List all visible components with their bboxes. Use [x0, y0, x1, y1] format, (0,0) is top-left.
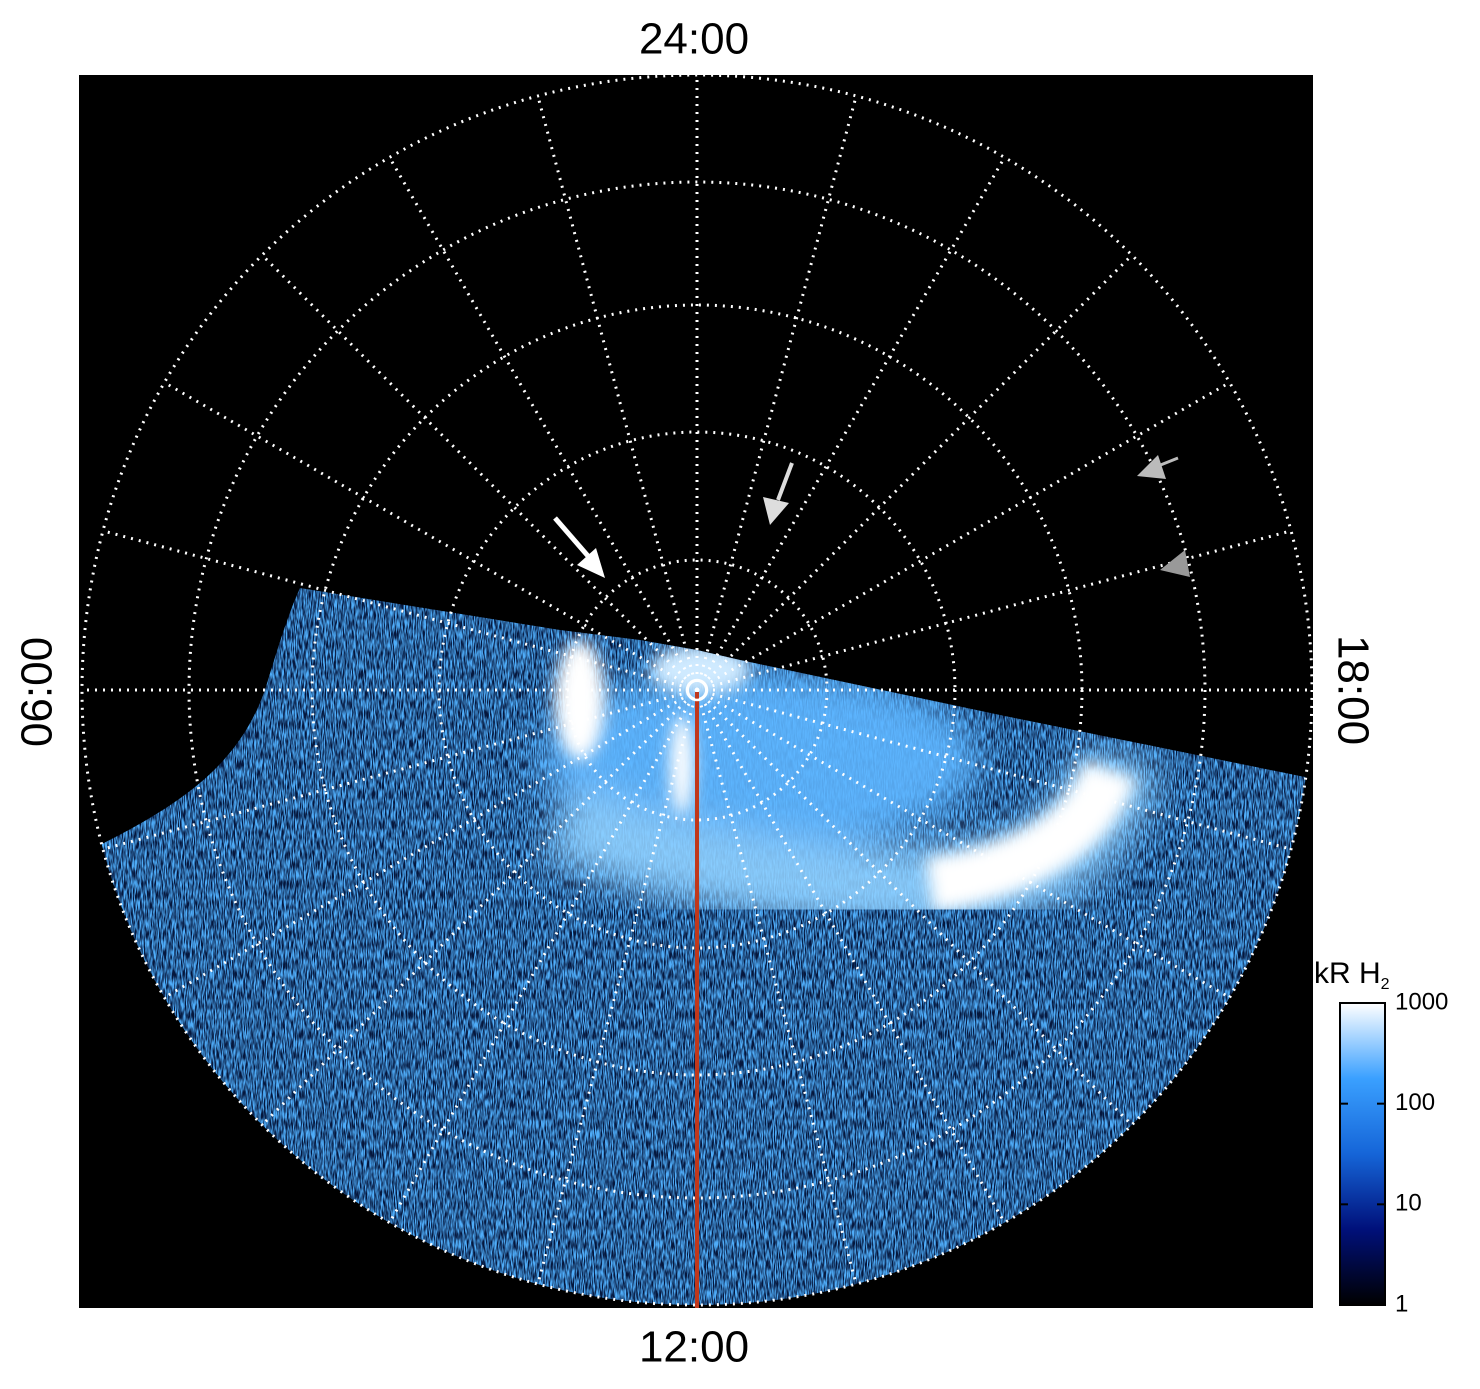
colorbar-scale	[1339, 1002, 1386, 1306]
grid-circle	[187, 180, 1207, 1200]
grid-circle	[80, 73, 1314, 1307]
grid-spoke	[536, 689, 699, 1285]
grid-spoke	[695, 688, 1133, 1126]
grid-spoke	[695, 156, 1006, 691]
arrows	[553, 455, 1190, 578]
grid-spoke	[695, 689, 858, 1285]
grid-spoke	[388, 689, 699, 1224]
grid-spoke	[388, 156, 699, 691]
grid-spoke	[261, 254, 699, 692]
colorbar-tick-label: 1	[1395, 1290, 1408, 1317]
grid-spoke	[696, 381, 1231, 692]
pole-marker	[685, 678, 709, 702]
colorbar-tick-label: 1000	[1395, 988, 1448, 1015]
grid-spoke	[261, 688, 699, 1126]
colorbar-title: kR H2	[1314, 957, 1390, 993]
grid-spoke	[696, 688, 1292, 851]
grid-spoke	[695, 95, 858, 691]
colorbar: kR H2 1 10 100 1000	[1314, 957, 1448, 1317]
time-label-bottom: 12:00	[639, 1323, 749, 1372]
time-label-right: 18:00	[1328, 635, 1377, 745]
colorbar-tick-label: 10	[1395, 1190, 1422, 1217]
grid-spoke	[695, 689, 1006, 1224]
grid-spoke	[696, 688, 1231, 999]
grid-spoke	[536, 95, 699, 691]
grid-spoke	[102, 688, 698, 851]
grid-spoke	[696, 529, 1292, 692]
colorbar-title-text: kR H	[1314, 957, 1381, 990]
colorbar-title-subscript: 2	[1381, 976, 1390, 993]
grid-spoke	[163, 688, 698, 999]
grid-spoke	[102, 529, 698, 692]
time-label-top: 24:00	[639, 15, 749, 64]
grid-spoke	[695, 254, 1133, 692]
polar-grid	[80, 73, 1314, 1307]
grid-spoke	[163, 381, 698, 692]
time-label-left: 06:00	[13, 637, 62, 747]
colorbar-tick-label: 100	[1395, 1089, 1435, 1116]
